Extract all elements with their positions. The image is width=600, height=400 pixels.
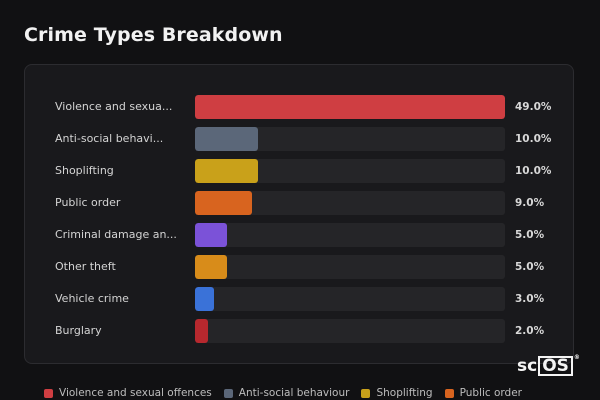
legend-item[interactable]: Public order [444,387,522,399]
bar-category-label: Violence and sexua... [55,100,173,113]
bar-value-label: 5.0% [515,229,545,241]
bar-category-label: Vehicle crime [55,292,129,305]
bar-track [195,287,505,311]
bar-category-label: Burglary [55,324,102,337]
legend-label: Violence and sexual offences [59,387,212,399]
bar-row[interactable]: Other theft 5.0% [55,255,565,279]
page-title: Crime Types Breakdown [24,24,283,46]
logo-registered-mark: ® [573,353,580,361]
legend-label: Public order [459,387,522,399]
bar-track [195,319,505,343]
legend-item[interactable]: Anti-social behaviour [223,387,350,399]
legend-label: Anti-social behaviour [238,387,350,399]
bar-value-label: 5.0% [515,261,545,273]
bar[interactable] [195,287,214,311]
chart-legend: Violence and sexual offences Anti-social … [44,386,534,400]
bar-category-label: Anti-social behavi... [55,132,164,145]
bar[interactable] [195,191,252,215]
bar-category-label: Shoplifting [55,164,114,177]
bar-value-label: 49.0% [515,101,552,113]
bar-track [195,159,505,183]
bar-value-label: 2.0% [515,325,545,337]
legend-swatch [223,388,233,398]
bar[interactable] [195,255,227,279]
bar-category-label: Criminal damage an... [55,228,177,241]
bar-row[interactable]: Vehicle crime 3.0% [55,287,565,311]
bar[interactable] [195,95,505,119]
bar-track [195,95,505,119]
logo-text-os: OS [538,356,573,376]
bar-row[interactable]: Public order 9.0% [55,191,565,215]
legend-label: Shoplifting [376,387,433,399]
bar[interactable] [195,223,227,247]
bar-row[interactable]: Shoplifting 10.0% [55,159,565,183]
bar-chart-panel: Violence and sexua... 49.0% Anti-social be… [24,64,574,364]
legend-swatch [44,388,53,398]
bar-value-label: 10.0% [515,165,552,177]
bar-track [195,127,505,151]
bar-category-label: Other theft [55,260,116,273]
bar-track [195,223,505,247]
scos-logo: sc OS ® [517,353,580,376]
legend-swatch [361,388,371,398]
legend-item[interactable]: Violence and sexual offences [44,387,212,399]
bar[interactable] [195,159,259,183]
logo-text-sc: sc [517,356,538,376]
bar-track [195,255,505,279]
bar-value-label: 10.0% [515,133,552,145]
bar-row[interactable]: Criminal damage an... 5.0% [55,223,565,247]
bar[interactable] [195,127,259,151]
bar-track [195,191,505,215]
bar-row[interactable]: Violence and sexua... 49.0% [55,95,565,119]
bar-value-label: 9.0% [515,197,545,209]
legend-item[interactable]: Shoplifting [361,387,433,399]
bar-row[interactable]: Burglary 2.0% [55,319,565,343]
legend-swatch [444,388,454,398]
bar[interactable] [195,319,208,343]
bar-category-label: Public order [55,196,121,209]
bar-value-label: 3.0% [515,293,545,305]
bar-row[interactable]: Anti-social behavi... 10.0% [55,127,565,151]
